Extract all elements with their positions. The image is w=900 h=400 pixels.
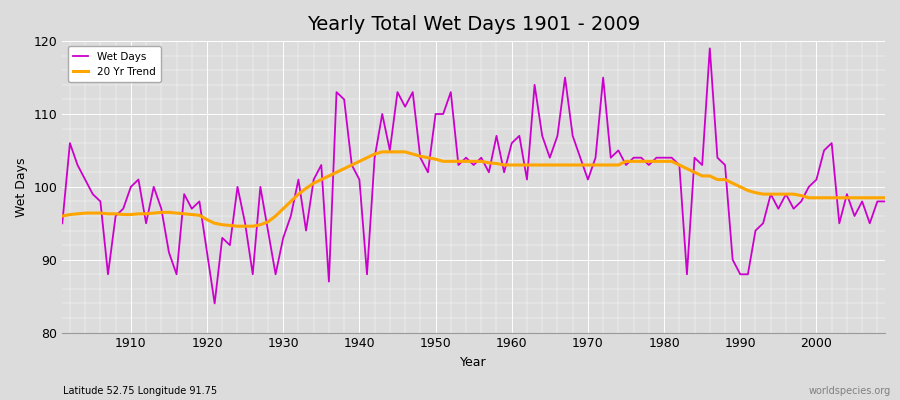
20 Yr Trend bbox=[338, 166, 349, 171]
Text: worldspecies.org: worldspecies.org bbox=[809, 386, 891, 396]
Wet Days bbox=[57, 221, 68, 226]
Line: 20 Yr Trend: 20 Yr Trend bbox=[62, 152, 885, 226]
20 Yr Trend bbox=[522, 162, 533, 167]
Wet Days bbox=[879, 199, 890, 204]
Wet Days bbox=[293, 177, 304, 182]
20 Yr Trend bbox=[377, 150, 388, 154]
Wet Days bbox=[118, 206, 129, 211]
Wet Days bbox=[606, 155, 616, 160]
Text: Latitude 52.75 Longitude 91.75: Latitude 52.75 Longitude 91.75 bbox=[63, 386, 217, 396]
Wet Days bbox=[209, 301, 220, 306]
20 Yr Trend bbox=[613, 162, 624, 167]
Y-axis label: Wet Days: Wet Days bbox=[15, 157, 28, 216]
20 Yr Trend bbox=[232, 224, 243, 228]
Title: Yearly Total Wet Days 1901 - 2009: Yearly Total Wet Days 1901 - 2009 bbox=[307, 15, 640, 34]
20 Yr Trend bbox=[514, 162, 525, 167]
20 Yr Trend bbox=[118, 212, 129, 217]
Wet Days bbox=[338, 97, 349, 102]
20 Yr Trend bbox=[293, 192, 304, 196]
Legend: Wet Days, 20 Yr Trend: Wet Days, 20 Yr Trend bbox=[68, 46, 160, 82]
X-axis label: Year: Year bbox=[460, 356, 487, 369]
Line: Wet Days: Wet Days bbox=[62, 48, 885, 304]
20 Yr Trend bbox=[879, 195, 890, 200]
20 Yr Trend bbox=[57, 214, 68, 218]
Wet Days bbox=[507, 141, 517, 146]
Wet Days bbox=[514, 134, 525, 138]
Wet Days bbox=[705, 46, 716, 51]
